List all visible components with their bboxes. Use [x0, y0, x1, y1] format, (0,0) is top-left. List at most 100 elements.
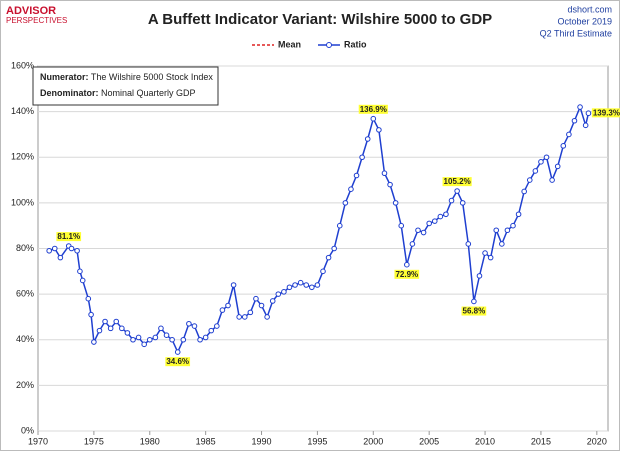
point — [499, 241, 505, 247]
point — [331, 245, 337, 252]
point — [476, 273, 483, 279]
point — [471, 298, 477, 305]
info-text: The Wilshire 5000 Stock Index — [91, 72, 214, 82]
point — [214, 323, 220, 329]
point — [79, 277, 86, 284]
point — [359, 154, 365, 161]
point — [51, 245, 58, 252]
point — [247, 309, 254, 316]
y-tick-label: 0% — [21, 425, 34, 435]
point — [208, 327, 215, 334]
point — [85, 295, 92, 302]
series-line — [48, 104, 590, 354]
source-site: dshort.com — [567, 4, 612, 14]
y-tick-label: 100% — [11, 197, 34, 207]
point — [163, 332, 170, 338]
point — [543, 154, 550, 161]
point — [376, 127, 382, 133]
annotation: 136.9% — [360, 105, 387, 114]
point — [387, 181, 393, 188]
point — [146, 336, 153, 343]
x-tick-label: 1970 — [28, 436, 48, 446]
label-bg — [358, 104, 388, 114]
point — [577, 104, 583, 110]
annotation: 105.2% — [444, 177, 471, 186]
info-line: Numerator: The Wilshire 5000 Stock Index — [40, 72, 213, 82]
point — [309, 284, 315, 291]
source-note: Q2 Third Estimate — [540, 28, 612, 38]
point — [292, 282, 298, 288]
point — [409, 241, 416, 247]
x-tick-label: 2015 — [531, 436, 551, 446]
point — [420, 229, 427, 236]
point — [454, 188, 460, 194]
point — [560, 143, 567, 149]
point — [398, 222, 405, 229]
point — [135, 334, 142, 341]
annotation: 139.3% — [593, 108, 620, 117]
y-tick-label: 120% — [11, 152, 34, 162]
label-bg — [461, 306, 487, 316]
label-bg — [56, 232, 82, 242]
point — [504, 227, 511, 234]
point — [549, 177, 555, 183]
point — [197, 336, 203, 343]
point — [297, 279, 304, 286]
x-tick-label: 2020 — [587, 436, 607, 446]
point — [253, 295, 259, 302]
y-tick-label: 40% — [16, 334, 34, 344]
y-tick-label: 80% — [16, 243, 34, 253]
label-bg — [442, 177, 472, 187]
point — [281, 289, 287, 295]
x-tick-label: 1995 — [307, 436, 327, 446]
point — [448, 197, 455, 204]
point — [526, 177, 533, 183]
legend-label: Ratio — [344, 39, 367, 49]
point — [77, 268, 83, 275]
point — [437, 213, 444, 220]
point — [582, 122, 589, 129]
point — [202, 334, 209, 341]
point — [415, 227, 421, 234]
annotation: 72.9% — [395, 270, 418, 279]
point — [482, 250, 488, 256]
point — [538, 159, 544, 165]
point — [174, 349, 181, 355]
point — [158, 325, 164, 332]
point — [152, 334, 159, 341]
point — [113, 318, 120, 325]
x-tick-label: 2010 — [475, 436, 495, 446]
point — [191, 323, 198, 329]
point — [241, 314, 248, 320]
point — [264, 314, 270, 320]
chart-title: A Buffett Indicator Variant: Wilshire 50… — [148, 11, 492, 28]
point — [521, 188, 527, 195]
point — [443, 211, 449, 218]
point — [102, 318, 108, 325]
point — [459, 200, 466, 206]
logo-bottom: PERSPECTIVES — [6, 16, 67, 25]
label-bg — [394, 269, 420, 279]
point — [532, 168, 539, 174]
y-tick-label: 20% — [16, 380, 34, 390]
annotation: 81.1% — [57, 232, 80, 241]
x-tick-label: 1990 — [252, 436, 272, 446]
point — [510, 222, 516, 229]
point — [46, 247, 52, 254]
point — [353, 172, 360, 179]
point — [493, 227, 500, 234]
x-tick-label: 2000 — [363, 436, 383, 446]
point — [320, 268, 326, 275]
point — [119, 325, 125, 332]
y-tick-label: 160% — [11, 60, 34, 70]
point — [314, 282, 321, 288]
point — [364, 136, 371, 142]
x-tick-label: 2005 — [419, 436, 439, 446]
point — [107, 325, 114, 332]
info-label: Denominator: — [40, 88, 99, 98]
point — [68, 245, 75, 252]
point — [130, 336, 136, 343]
logo-top: ADVISOR — [6, 5, 56, 17]
point — [431, 218, 438, 224]
point — [269, 298, 276, 304]
